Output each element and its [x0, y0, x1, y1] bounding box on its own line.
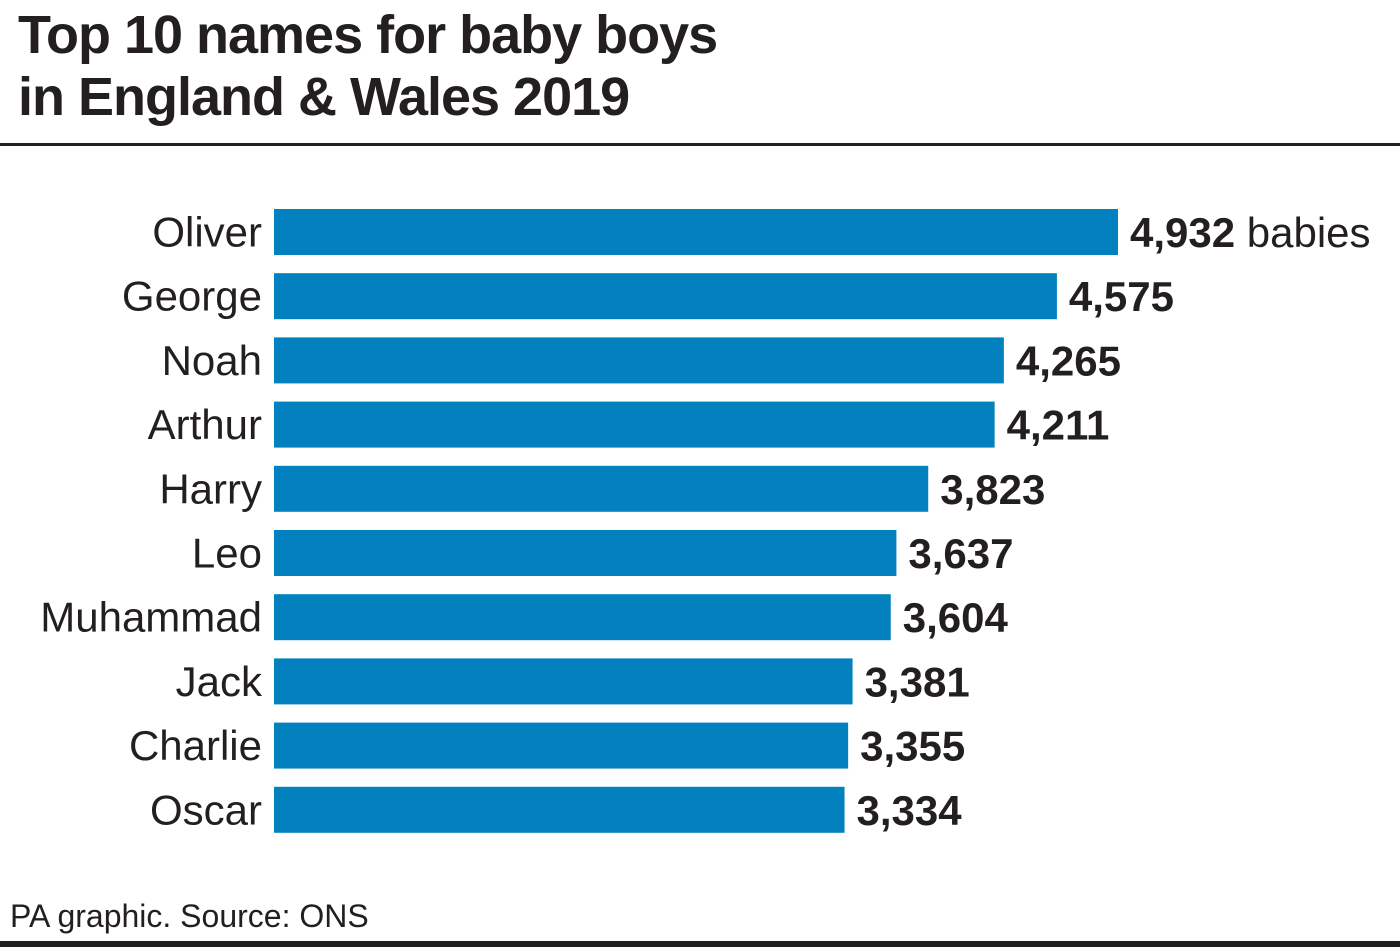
value-label-charlie: 3,355: [860, 722, 965, 769]
title-divider: [0, 143, 1400, 146]
category-label-leo: Leo: [192, 530, 262, 577]
value-number-arthur: 4,211: [1007, 401, 1110, 448]
value-number-oliver: 4,932: [1130, 209, 1235, 256]
value-unit-label: babies: [1235, 209, 1370, 256]
bar-oliver: [274, 209, 1118, 255]
bar-row-arthur: Arthur 4,211: [148, 401, 1110, 448]
value-label-arthur: 4,211: [1007, 401, 1110, 448]
category-label-jack: Jack: [176, 658, 263, 705]
bar-row-harry: Harry 3,823: [159, 465, 1045, 512]
bar-leo: [274, 530, 897, 576]
value-number-noah: 4,265: [1016, 337, 1121, 384]
bar-muhammad: [274, 594, 891, 641]
value-label-muhammad: 3,604: [903, 594, 1009, 641]
bar-noah: [274, 337, 1004, 384]
value-number-george: 4,575: [1069, 273, 1174, 320]
value-number-muhammad: 3,604: [903, 594, 1009, 641]
bar-row-jack: Jack 3,381: [176, 658, 970, 705]
bar-row-noah: Noah 4,265: [162, 337, 1121, 384]
category-label-harry: Harry: [159, 465, 262, 512]
chart-title-line-2: in England & Wales 2019: [18, 67, 630, 127]
value-label-george: 4,575: [1069, 273, 1174, 320]
value-label-oscar: 3,334: [857, 786, 963, 833]
value-label-harry: 3,823: [940, 465, 1045, 512]
bar-arthur: [274, 401, 995, 448]
source-note: PA graphic. Source: ONS: [10, 898, 369, 934]
bar-harry: [274, 465, 929, 512]
value-label-noah: 4,265: [1016, 337, 1121, 384]
value-number-leo: 3,637: [908, 530, 1013, 577]
bar-row-oliver: Oliver 4,932 babies: [152, 209, 1370, 256]
chart-title: Top 10 names for baby boys in England & …: [18, 4, 718, 128]
bar-row-charlie: Charlie 3,355: [129, 722, 965, 769]
bar-oscar: [274, 786, 845, 833]
bar-jack: [274, 658, 853, 705]
bar-row-leo: Leo 3,637: [192, 530, 1014, 577]
value-number-oscar: 3,334: [857, 786, 963, 833]
value-label-leo: 3,637: [908, 530, 1013, 577]
category-label-arthur: Arthur: [148, 401, 262, 448]
value-label-jack: 3,381: [865, 658, 970, 705]
category-label-charlie: Charlie: [129, 722, 262, 769]
bar-row-oscar: Oscar 3,334: [150, 786, 962, 833]
category-label-noah: Noah: [162, 337, 262, 384]
category-label-george: George: [122, 273, 262, 320]
category-label-oliver: Oliver: [152, 209, 262, 256]
value-number-jack: 3,381: [865, 658, 970, 705]
bar-george: [274, 273, 1057, 320]
chart-title-line-1: Top 10 names for baby boys: [18, 5, 718, 65]
value-number-harry: 3,823: [940, 465, 1045, 512]
footer-divider: [0, 941, 1400, 947]
value-label-oliver: 4,932 babies: [1130, 209, 1371, 256]
category-label-oscar: Oscar: [150, 786, 262, 833]
bar-row-george: George 4,575: [122, 273, 1174, 320]
bar-charlie: [274, 722, 849, 769]
value-number-charlie: 3,355: [860, 722, 965, 769]
bar-row-muhammad: Muhammad 3,604: [40, 594, 1008, 641]
category-label-muhammad: Muhammad: [40, 594, 262, 641]
